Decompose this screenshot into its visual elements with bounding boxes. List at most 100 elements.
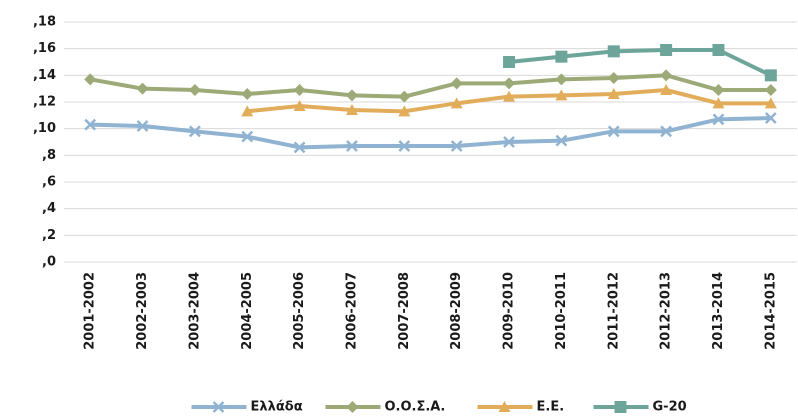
y-tick-label: ,10: [33, 121, 56, 136]
marker: [660, 84, 673, 95]
marker: [398, 90, 411, 103]
marker: [450, 97, 463, 109]
x-tick-label: 2002-2003: [135, 272, 150, 350]
marker-part: [712, 113, 725, 126]
marker: [293, 84, 306, 96]
marker: [84, 118, 97, 131]
y-tick-label: ,12: [33, 95, 56, 110]
marker: [212, 401, 225, 413]
marker: [555, 50, 568, 63]
marker: [189, 125, 201, 138]
marker: [398, 140, 411, 152]
marker: [712, 84, 725, 96]
x-tick-label: 2005-2006: [292, 272, 307, 350]
legend-label: Ε.Ε.: [537, 400, 565, 415]
legend-label: Ελλάδα: [251, 400, 303, 415]
series-line: [90, 116, 771, 150]
marker: [712, 113, 725, 126]
marker: [764, 84, 777, 96]
y-tick-label: ,4: [42, 201, 56, 216]
marker: [555, 73, 568, 86]
marker: [241, 130, 254, 143]
marker: [555, 89, 568, 101]
marker: [607, 125, 620, 138]
marker: [503, 90, 516, 102]
marker-part: [189, 125, 201, 138]
marker: [450, 77, 463, 90]
marker-part: [450, 140, 463, 152]
marker-part: [503, 136, 515, 148]
x-tick-label: 2004-2005: [240, 272, 255, 350]
y-tick-label: ,14: [33, 68, 56, 83]
x-tick-label: 2012-2013: [659, 272, 674, 350]
marker: [136, 82, 149, 95]
y-tick-label: ,18: [33, 15, 56, 30]
marker-part: [555, 134, 568, 147]
marker: [614, 401, 627, 413]
marker: [188, 84, 201, 96]
series-line: [508, 48, 772, 78]
marker: [607, 72, 620, 84]
x-tick-label: 2003-2004: [187, 272, 202, 350]
y-tick-label: ,6: [42, 175, 56, 190]
x-tick-label: 2014-2015: [763, 272, 778, 350]
legend-item: G-20: [593, 400, 687, 415]
y-tick-label: ,8: [42, 148, 56, 163]
marker: [84, 73, 97, 86]
marker-part: [660, 125, 672, 138]
marker: [398, 105, 411, 117]
marker-part: [136, 120, 149, 132]
marker: [503, 77, 516, 90]
marker: [241, 105, 254, 117]
marker: [607, 88, 620, 99]
marker-part: [398, 140, 411, 152]
legend-item: Ο.Ο.Σ.Α.: [325, 400, 446, 415]
x-tick-label: 2009-2010: [502, 272, 517, 350]
marker: [346, 401, 359, 413]
marker: [712, 97, 725, 109]
y-tick-label: ,16: [33, 41, 56, 56]
x-tick-label: 2008-2009: [449, 272, 464, 350]
marker: [764, 112, 777, 124]
marker: [712, 44, 725, 56]
marker: [607, 45, 620, 58]
marker: [660, 125, 672, 138]
marker: [293, 100, 306, 111]
marker: [241, 88, 254, 100]
marker: [346, 140, 358, 152]
x-tick-label: 2006-2007: [344, 272, 359, 350]
marker-part: [84, 118, 97, 131]
x-tick-label: 2001-2002: [83, 272, 98, 350]
marker: [555, 134, 568, 147]
marker-part: [764, 112, 777, 124]
marker: [764, 69, 777, 82]
marker: [660, 44, 673, 56]
marker-part: [241, 130, 254, 143]
x-tick-label: 2011-2012: [606, 272, 621, 350]
series-line: [89, 73, 771, 99]
legend-item: Ε.Ε.: [477, 400, 565, 415]
marker: [345, 104, 358, 115]
marker: [450, 140, 463, 152]
y-tick-label: ,2: [42, 228, 56, 243]
legend-item: Ελλάδα: [191, 400, 303, 415]
marker-part: [293, 141, 306, 154]
marker: [293, 141, 306, 154]
marker: [345, 89, 358, 102]
marker: [503, 56, 516, 68]
marker: [498, 401, 511, 412]
marker: [660, 69, 673, 82]
x-tick-label: 2010-2011: [554, 272, 569, 350]
marker: [503, 136, 515, 148]
marker: [764, 97, 777, 109]
x-tick-label: 2013-2014: [711, 272, 726, 350]
y-tick-label: ,0: [42, 255, 56, 270]
marker-part: [212, 401, 225, 413]
marker: [136, 120, 149, 132]
x-tick-label: 2007-2008: [397, 272, 412, 350]
legend-label: Ο.Ο.Σ.Α.: [385, 400, 446, 415]
legend-label: G-20: [653, 400, 687, 415]
marker-part: [346, 140, 358, 152]
marker-part: [607, 125, 620, 138]
